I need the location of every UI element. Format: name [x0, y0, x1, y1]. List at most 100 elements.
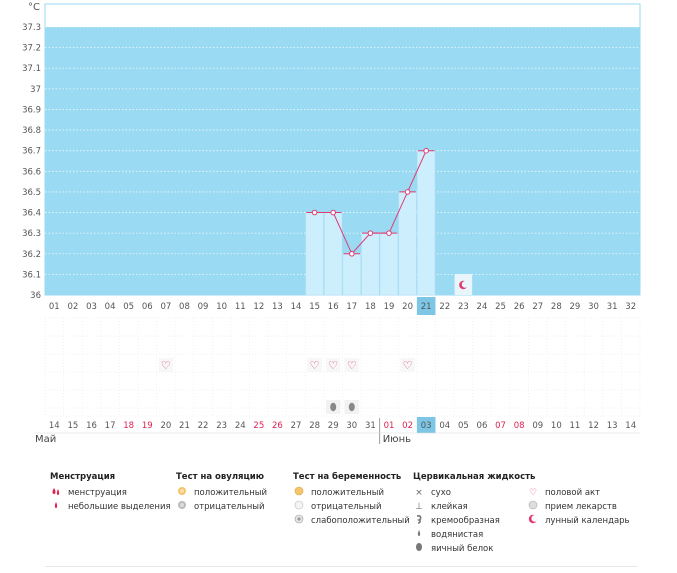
pregnancy-positive-icon [293, 486, 305, 501]
legend-label: водянистая [431, 530, 484, 540]
bottom-divider [45, 566, 637, 567]
pregnancy-negative-icon [293, 500, 305, 515]
day-number: 12 [253, 302, 264, 312]
heart-icon: ♡ [528, 488, 538, 498]
heart-cell [307, 358, 322, 372]
current-day-highlight [416, 297, 436, 315]
bbt-chart: 37.3 37.2 37.1 37 36.9 36.8 36.7 36.6 36.5 36.4 36… [22, 2, 641, 445]
legend-item: положительный [293, 486, 410, 500]
legend-label: отрицательный [311, 502, 382, 512]
today-highlight [416, 417, 436, 433]
legend-label: сухо [431, 488, 451, 498]
legend-item: яичный белок [413, 542, 535, 556]
temperature-bar [398, 191, 417, 296]
legend-item: ⊥ клейкая [413, 500, 535, 514]
legend-title: Тест на беременность [293, 472, 402, 482]
y-tick-label: 36.3 [22, 229, 41, 239]
date-label: 07 [495, 421, 506, 431]
day-number: 04 [105, 302, 116, 312]
day-number: 29 [570, 302, 581, 312]
date-label: 12 [588, 421, 599, 431]
temperature-bar [361, 232, 380, 296]
day-number: 22 [439, 302, 450, 312]
legend-item: отрицательный [293, 500, 410, 514]
legend-title: Цервикальная жидкость [413, 472, 536, 482]
legend-label: небольшие выделения [68, 502, 171, 512]
legend-item: менструация [50, 486, 171, 500]
heart-icon: ♡ [161, 359, 171, 372]
plot-area [45, 27, 640, 295]
day-number: 03 [86, 302, 97, 312]
egg-white-icon [348, 402, 355, 412]
moon-icon-cut [461, 281, 469, 288]
y-tick-label: 37.1 [22, 64, 41, 74]
y-tick-label: 36.1 [22, 270, 41, 280]
y-tick-label: 36 [30, 291, 41, 301]
day-number: 27 [532, 302, 543, 312]
heart-cell [344, 358, 360, 372]
heart-icon: ♡ [347, 359, 357, 372]
temperature-bar [417, 150, 436, 296]
heart-cell [158, 358, 174, 372]
y-tick-label: 36.7 [22, 147, 41, 157]
y-axis-unit: °C [28, 2, 40, 13]
legend-item: кремообразная [413, 514, 535, 528]
day-number: 08 [179, 302, 190, 312]
date-label: 14 [625, 421, 636, 431]
date-label: 22 [198, 421, 209, 431]
moon-icon [527, 514, 539, 529]
y-tick-label: 36.4 [22, 209, 41, 219]
day-number: 26 [514, 302, 525, 312]
ovulation-positive-icon [176, 486, 188, 501]
y-tick-label: 36.8 [22, 126, 41, 136]
y-tick-label: 36.5 [22, 188, 41, 198]
day-number: 21 [421, 302, 432, 312]
day-number: 25 [495, 302, 506, 312]
pregnancy-weak-icon [293, 514, 305, 529]
y-tick-label: 37.2 [22, 44, 41, 54]
temperature-point [311, 209, 318, 216]
day-number: 06 [142, 302, 153, 312]
y-tick-label: 36.6 [22, 167, 41, 177]
month-label: Июнь [383, 434, 411, 445]
temperature-point [367, 230, 374, 236]
legend-label: отрицательный [194, 502, 265, 512]
pill-icon [527, 500, 539, 515]
legend-pregnancy-test: Тест на беременность положительный отриц… [293, 470, 410, 528]
date-label: 23 [216, 421, 227, 431]
date-label: 18 [123, 421, 134, 431]
date-label: 30 [346, 421, 357, 431]
heart-icon: ♡ [310, 359, 320, 372]
legend-item: × сухо [413, 486, 535, 500]
dry-icon: × [415, 488, 423, 498]
date-label: 25 [253, 421, 264, 431]
egg-white-icon [330, 402, 337, 412]
date-label: 26 [272, 421, 283, 431]
date-label: 19 [142, 421, 153, 431]
watery-icon [413, 528, 425, 543]
legend-label: клейкая [431, 502, 468, 512]
legend-title: Менструация [50, 472, 116, 482]
day-number: 09 [198, 302, 209, 312]
legend-label: прием лекарств [545, 502, 617, 512]
legend-title: Тест на овуляцию [176, 472, 265, 482]
date-label: 21 [179, 421, 190, 431]
legend-item: слабоположительный [293, 514, 410, 528]
date-label: 17 [105, 421, 116, 431]
day-number: 14 [291, 302, 302, 312]
heart-cell [325, 358, 341, 372]
date-label: 11 [570, 421, 581, 431]
date-label: 13 [607, 421, 618, 431]
legend-item: положительный [176, 486, 267, 500]
egg-white-icon [413, 542, 425, 557]
date-label: 02 [402, 421, 413, 431]
date-label: 06 [477, 421, 488, 431]
y-tick-label: 37.3 [22, 23, 41, 33]
day-number: 30 [588, 302, 599, 312]
temperature-point [348, 250, 355, 257]
day-number: 31 [607, 302, 618, 312]
date-label: 31 [365, 421, 376, 431]
heart-cell [400, 358, 415, 372]
menstruation-drops-icon [50, 486, 62, 501]
day-number: 11 [235, 302, 246, 312]
